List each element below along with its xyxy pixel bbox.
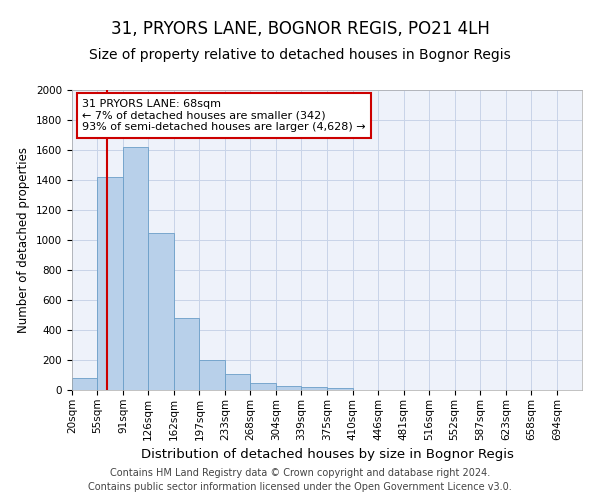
Text: Size of property relative to detached houses in Bognor Regis: Size of property relative to detached ho… <box>89 48 511 62</box>
X-axis label: Distribution of detached houses by size in Bognor Regis: Distribution of detached houses by size … <box>140 448 514 461</box>
Bar <box>328 388 353 390</box>
Text: Contains public sector information licensed under the Open Government Licence v3: Contains public sector information licen… <box>88 482 512 492</box>
Text: Contains HM Land Registry data © Crown copyright and database right 2024.: Contains HM Land Registry data © Crown c… <box>110 468 490 477</box>
Bar <box>276 386 301 390</box>
Bar <box>148 232 174 390</box>
Text: 31 PRYORS LANE: 68sqm
← 7% of detached houses are smaller (342)
93% of semi-deta: 31 PRYORS LANE: 68sqm ← 7% of detached h… <box>82 99 366 132</box>
Bar <box>174 318 199 390</box>
Bar <box>123 147 148 390</box>
Bar <box>72 378 97 390</box>
Text: 31, PRYORS LANE, BOGNOR REGIS, PO21 4LH: 31, PRYORS LANE, BOGNOR REGIS, PO21 4LH <box>110 20 490 38</box>
Bar <box>250 383 276 390</box>
Bar <box>199 360 225 390</box>
Bar <box>301 387 328 390</box>
Bar <box>97 177 123 390</box>
Bar <box>225 374 250 390</box>
Y-axis label: Number of detached properties: Number of detached properties <box>17 147 31 333</box>
